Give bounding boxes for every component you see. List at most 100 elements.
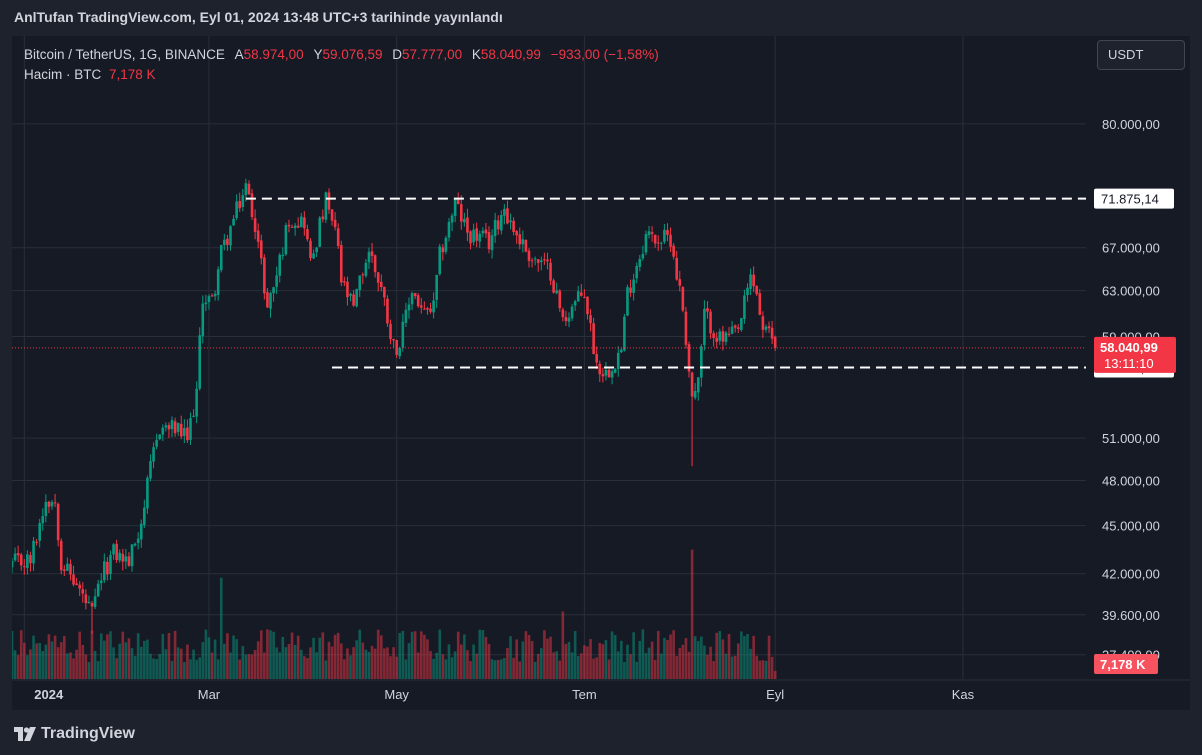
candle[interactable] — [121, 548, 125, 571]
candle[interactable] — [706, 301, 709, 319]
candle[interactable] — [299, 212, 303, 228]
candle[interactable] — [238, 192, 242, 212]
candle[interactable] — [629, 279, 632, 297]
candle[interactable] — [259, 234, 263, 265]
candle[interactable] — [241, 189, 245, 212]
candle[interactable] — [700, 344, 703, 387]
candle[interactable] — [272, 286, 275, 302]
last-price-badge[interactable] — [1094, 336, 1176, 373]
candle[interactable] — [201, 295, 205, 344]
candle[interactable] — [312, 249, 315, 260]
candle[interactable] — [598, 360, 602, 382]
candle[interactable] — [149, 454, 152, 482]
candle[interactable] — [453, 197, 457, 223]
candle[interactable] — [315, 246, 318, 258]
candle[interactable] — [189, 412, 192, 446]
candle[interactable] — [287, 219, 291, 233]
candle[interactable] — [672, 243, 675, 260]
candle[interactable] — [650, 226, 654, 242]
candle[interactable] — [503, 204, 506, 225]
candle[interactable] — [543, 252, 546, 265]
candle[interactable] — [573, 299, 577, 312]
candle[interactable] — [626, 284, 629, 317]
candle[interactable] — [336, 223, 340, 249]
candle[interactable] — [493, 212, 497, 243]
price-chart[interactable]: 71.875,1456.436,0780.000,0067.000,0063.0… — [12, 36, 1190, 710]
candle[interactable] — [352, 290, 355, 307]
candle[interactable] — [367, 247, 371, 269]
candle[interactable] — [115, 539, 118, 563]
candle[interactable] — [727, 326, 731, 337]
candle[interactable] — [540, 256, 543, 271]
candle[interactable] — [669, 227, 672, 253]
candle[interactable] — [515, 230, 518, 244]
candle[interactable] — [736, 324, 740, 334]
candle[interactable] — [158, 434, 162, 441]
candle[interactable] — [253, 209, 257, 240]
candle[interactable] — [549, 258, 552, 286]
candle[interactable] — [343, 276, 346, 287]
candle[interactable] — [463, 212, 466, 227]
candle[interactable] — [204, 294, 208, 312]
candle[interactable] — [309, 238, 312, 262]
candle[interactable] — [41, 508, 45, 531]
candle[interactable] — [355, 288, 358, 308]
candle[interactable] — [512, 217, 515, 236]
candle[interactable] — [324, 191, 328, 223]
candle[interactable] — [687, 341, 691, 378]
candle[interactable] — [50, 499, 54, 510]
candle[interactable] — [770, 320, 774, 345]
candle[interactable] — [724, 330, 728, 346]
candle[interactable] — [281, 247, 285, 260]
candle[interactable] — [416, 293, 420, 308]
candle[interactable] — [410, 291, 414, 311]
candle[interactable] — [721, 325, 725, 351]
candle[interactable] — [509, 213, 512, 230]
candle[interactable] — [176, 422, 180, 436]
candle[interactable] — [398, 346, 402, 360]
candle[interactable] — [469, 230, 472, 250]
candle[interactable] — [87, 595, 91, 604]
candle[interactable] — [69, 559, 72, 581]
candle[interactable] — [653, 234, 657, 248]
candles[interactable] — [12, 178, 777, 634]
candle[interactable] — [583, 289, 586, 299]
symbol-name[interactable]: Bitcoin / TetherUS, 1G, BINANCE — [24, 47, 225, 62]
candle[interactable] — [103, 553, 106, 584]
candle[interactable] — [730, 320, 734, 335]
candle[interactable] — [373, 254, 377, 278]
candle[interactable] — [364, 258, 368, 278]
candle[interactable] — [256, 223, 260, 249]
candle[interactable] — [207, 294, 211, 310]
candle[interactable] — [84, 589, 88, 610]
candle[interactable] — [63, 565, 66, 576]
candle[interactable] — [139, 519, 143, 548]
candle[interactable] — [740, 317, 743, 332]
candle[interactable] — [715, 332, 719, 349]
candle[interactable] — [767, 321, 771, 333]
candle[interactable] — [441, 244, 445, 261]
candle[interactable] — [19, 552, 23, 571]
candle[interactable] — [592, 317, 595, 355]
candle[interactable] — [635, 262, 639, 284]
y-axis[interactable]: 71.875,1456.436,0780.000,0067.000,0063.0… — [1094, 117, 1176, 674]
candle[interactable] — [223, 233, 226, 251]
candle[interactable] — [444, 235, 448, 255]
candle[interactable] — [333, 212, 337, 231]
candle[interactable] — [478, 230, 482, 248]
candle[interactable] — [198, 327, 202, 391]
candle[interactable] — [339, 240, 343, 287]
candle[interactable] — [318, 215, 322, 248]
candle[interactable] — [703, 300, 706, 351]
candle[interactable] — [500, 210, 503, 235]
candle[interactable] — [484, 222, 488, 239]
candle[interactable] — [32, 536, 35, 571]
candle[interactable] — [752, 266, 755, 293]
candle[interactable] — [179, 415, 183, 440]
candle[interactable] — [38, 518, 41, 548]
candle[interactable] — [561, 307, 565, 322]
candle[interactable] — [407, 297, 411, 319]
candle[interactable] — [623, 313, 626, 352]
candle[interactable] — [195, 381, 198, 424]
candle[interactable] — [447, 218, 451, 242]
